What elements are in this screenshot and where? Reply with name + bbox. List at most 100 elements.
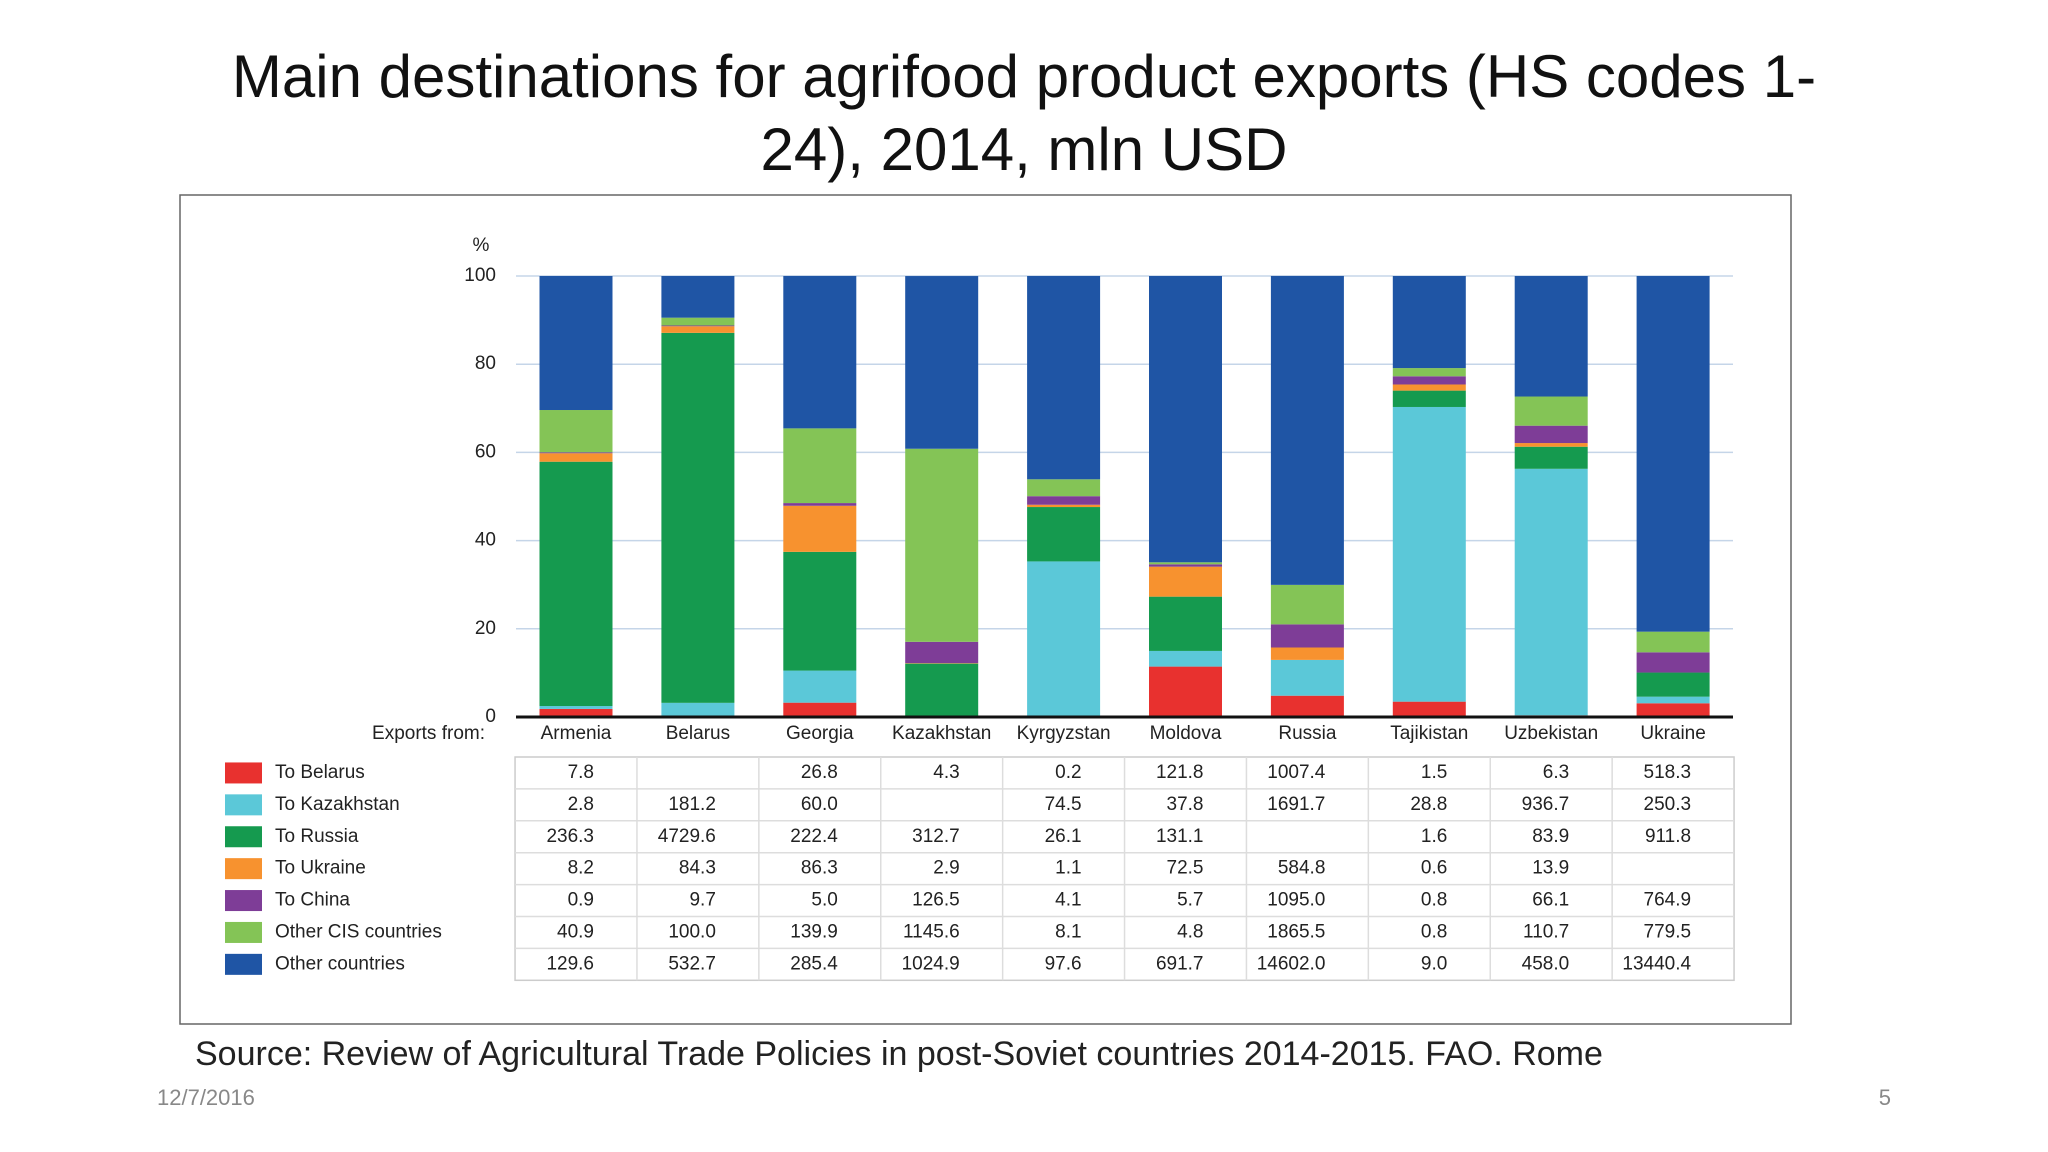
x-tick-label: Uzbekistan [1504,723,1598,744]
table-cell: 40.9 [557,921,594,942]
bar-segment [1636,652,1710,673]
table-cell: 86.3 [801,858,838,879]
y-tick-label: 20 [475,618,496,639]
bar-segment [783,428,857,504]
bar-segment [661,276,735,318]
table-cell: 691.7 [1156,953,1204,974]
legend-swatch [225,858,262,880]
table-cell: 1691.7 [1267,794,1325,815]
legend-swatch [225,890,262,912]
table-cell: 66.1 [1532,890,1569,911]
table-cell: 1024.9 [902,953,960,974]
table-cell: 13.9 [1532,858,1569,879]
table-cell: 13440.4 [1622,953,1691,974]
bar-segment [783,551,857,671]
x-tick-label: Russia [1278,723,1337,744]
table-cell: 9.7 [689,890,715,911]
bar-segment [1392,368,1466,377]
chart: 0 20 40 60 80 100% Exports from: Armenia Belarus… [225,235,1735,982]
table-cell: 222.4 [790,826,838,847]
table-cell: 532.7 [668,953,716,974]
table-cell: 121.8 [1156,762,1204,783]
bar-segment [1514,443,1588,447]
table-cell: 84.3 [679,858,716,879]
bar-segment [783,702,857,717]
bar-segment [1270,584,1344,625]
bar-segment [539,461,613,707]
bar-segment [905,663,979,717]
bar-segment [1270,695,1344,717]
table-cell: 37.8 [1167,794,1204,815]
bar-segment [1636,276,1710,632]
x-tick-label: Tajikistan [1390,723,1468,744]
x-tick-label: Armenia [541,723,612,744]
bar-segment [539,276,613,411]
bar-segment [1149,596,1222,651]
bar-segment [1514,396,1588,426]
slide-title: Main destinations for agrifood product e… [231,43,1817,183]
bar-segment [661,325,735,327]
table-cell: 0.8 [1421,921,1447,942]
table-cell: 4.3 [933,762,959,783]
y-tick-label: 0 [485,706,496,727]
table-cell: 458.0 [1522,953,1570,974]
legend-label: Other countries [275,953,405,974]
table-cell: 5.7 [1177,890,1203,911]
bar-segment [1270,275,1344,585]
table-cell: 83.9 [1532,826,1569,847]
table-cell: 1095.0 [1267,890,1325,911]
bar-segment [1027,561,1101,717]
bar-segment [1270,659,1344,696]
table-cell: 0.8 [1421,890,1447,911]
legend-swatch [225,794,262,816]
table-cell: 100.0 [668,921,716,942]
x-tick-label: Georgia [786,723,854,744]
bar-segment [1149,564,1222,567]
bar-segment [1149,666,1222,717]
bar-segment [661,702,735,717]
table-cell: 911.8 [1645,826,1691,847]
bar-segment [1027,504,1101,508]
bar-segment [1149,650,1222,667]
bar-segment [1027,479,1101,497]
legend-label: To China [275,890,350,911]
legend-swatch [225,921,262,943]
bar-segment [1027,496,1101,505]
table-cell: 1145.6 [903,921,960,942]
bar-segment [1636,703,1710,717]
bar-segment [905,276,979,449]
table-cell: 1007.4 [1267,762,1326,783]
table-cell: 28.8 [1410,794,1447,815]
x-tick-label: Kazakhstan [892,723,991,744]
table-cell: 110.7 [1523,921,1569,942]
table-cell: 1.6 [1421,826,1447,847]
bar-segment [783,503,857,506]
table-cell: 4729.6 [658,826,716,847]
table-cell: 2.9 [933,858,959,879]
x-tick-label: Ukraine [1640,723,1705,744]
table-cell: 72.5 [1167,858,1204,879]
table-cell: 2.8 [568,794,594,815]
bar-segment [1514,446,1588,469]
bar-segment [661,332,735,703]
bar-segment [1636,672,1710,697]
table-cell: 9.0 [1421,953,1447,974]
bar-segment [1514,276,1588,397]
bar-segment [539,706,613,709]
table-cell: 181.2 [668,794,716,815]
table-cell: 285.4 [790,953,838,974]
bar-segment [1149,276,1222,563]
title-box: Main destinations for agrifood product e… [231,43,1817,183]
table-cell: 584.8 [1278,858,1326,879]
y-tick-label: 100 [464,265,496,286]
legend-swatch [225,953,262,975]
bar-segment [539,708,613,717]
bar-segment [661,317,735,326]
table-cell: 8.2 [568,858,594,879]
bar-segment [783,505,857,552]
bar-segment [1270,624,1344,648]
bar-segment [539,452,613,454]
bar-segment [1027,507,1101,562]
legend-swatch [225,826,262,848]
